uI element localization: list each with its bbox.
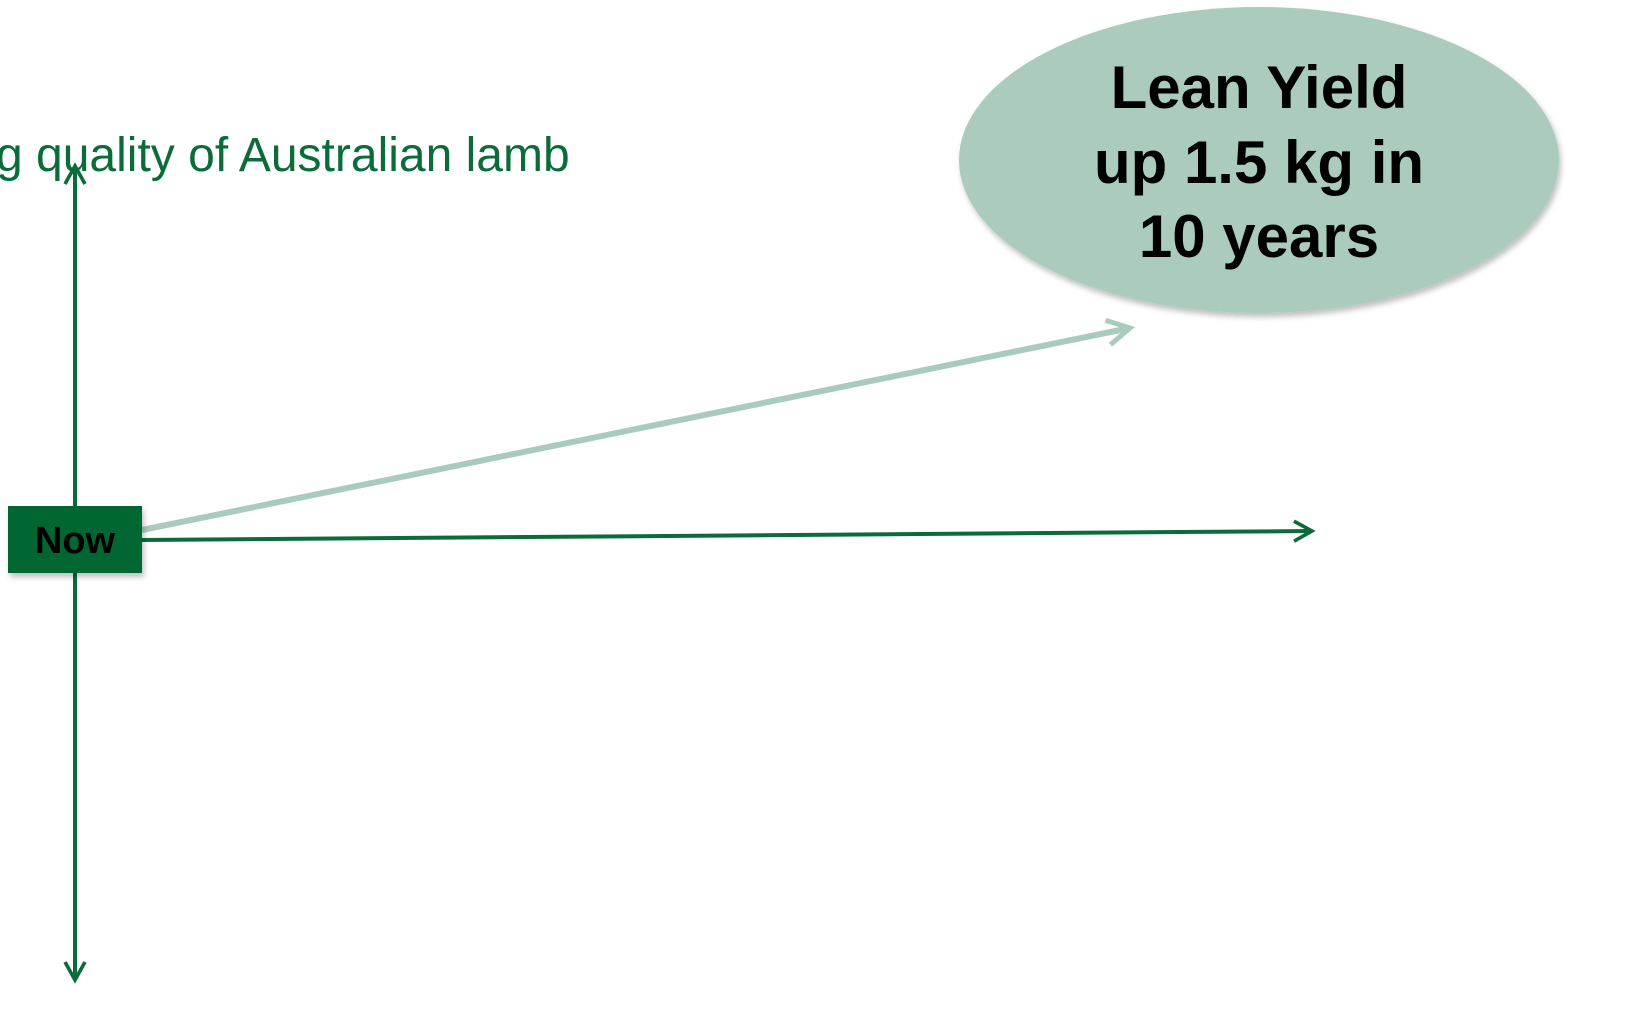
now-label: Now	[35, 520, 116, 562]
callout-line: up 1.5 kg in	[1094, 129, 1424, 196]
baseline-arrow	[141, 519, 1316, 543]
callout-line: 10 years	[1139, 203, 1379, 270]
title: g quality of Australian lamb	[0, 129, 570, 182]
trend-arrow	[141, 328, 1130, 533]
callout-line: Lean Yield	[1111, 54, 1408, 121]
callout-ellipse	[959, 7, 1559, 313]
now-box	[8, 506, 142, 573]
